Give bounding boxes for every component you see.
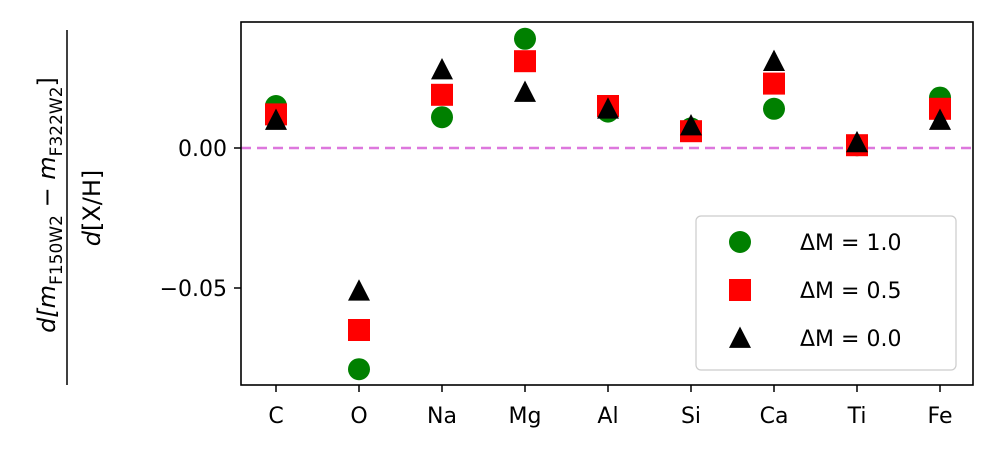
legend-markers	[729, 231, 751, 348]
y-tick-label: 0.00	[178, 137, 227, 162]
point-square-ca	[763, 72, 785, 95]
point-circle-na	[431, 106, 453, 129]
legend-marker-circle	[729, 231, 751, 253]
point-triangle-mg	[514, 80, 536, 102]
point-circle-ca	[763, 97, 785, 120]
x-axis: C O Na Mg Al Si Ca Ti Fe	[268, 385, 953, 429]
point-square-o	[348, 319, 370, 341]
y-axis-label-numerator: d[mF150W2 − mF322W2]	[33, 77, 67, 333]
legend-label-dm-0-0: ΔM = 0.0	[800, 327, 901, 352]
x-tick-label-ti: Ti	[847, 404, 867, 429]
x-tick-label-c: C	[268, 404, 283, 429]
point-circle-o	[348, 358, 370, 381]
legend-frame	[695, 215, 957, 371]
x-tick-label-fe: Fe	[928, 404, 953, 429]
legend: ΔM = 1.0 ΔM = 0.5 ΔM = 0.0	[695, 215, 957, 371]
x-tick-label-o: O	[350, 404, 367, 429]
x-tick-label-mg: Mg	[509, 404, 542, 429]
point-triangle-al	[597, 97, 619, 119]
point-square-na	[431, 83, 453, 106]
point-triangle-na	[431, 58, 453, 80]
x-tick-label-ca: Ca	[760, 404, 789, 429]
legend-marker-square	[729, 279, 751, 301]
x-tick-label-si: Si	[681, 404, 701, 429]
y-axis-label: d[mF150W2 − mF322W2] d[X/H]	[33, 30, 106, 385]
point-square-mg	[514, 50, 536, 73]
y-tick-label: −0.05	[160, 277, 227, 302]
point-triangle-o	[348, 279, 370, 301]
x-tick-label-al: Al	[597, 404, 618, 429]
point-triangle-ca	[763, 49, 785, 72]
plot-frame	[240, 21, 974, 386]
data-points	[265, 27, 951, 381]
point-triangle-fe	[929, 108, 951, 130]
point-triangle-c	[265, 108, 287, 130]
legend-marker-triangle	[729, 326, 751, 348]
point-triangle-si	[680, 114, 702, 136]
y-axis: 0.00 −0.05	[160, 137, 241, 302]
legend-label-dm-1-0: ΔM = 1.0	[800, 231, 901, 256]
x-tick-label-na: Na	[427, 404, 457, 429]
y-axis-label-denominator: d[X/H]	[78, 170, 106, 247]
point-circle-mg	[514, 27, 536, 50]
legend-label-dm-0-5: ΔM = 0.5	[800, 279, 901, 304]
point-triangle-ti	[846, 130, 868, 153]
